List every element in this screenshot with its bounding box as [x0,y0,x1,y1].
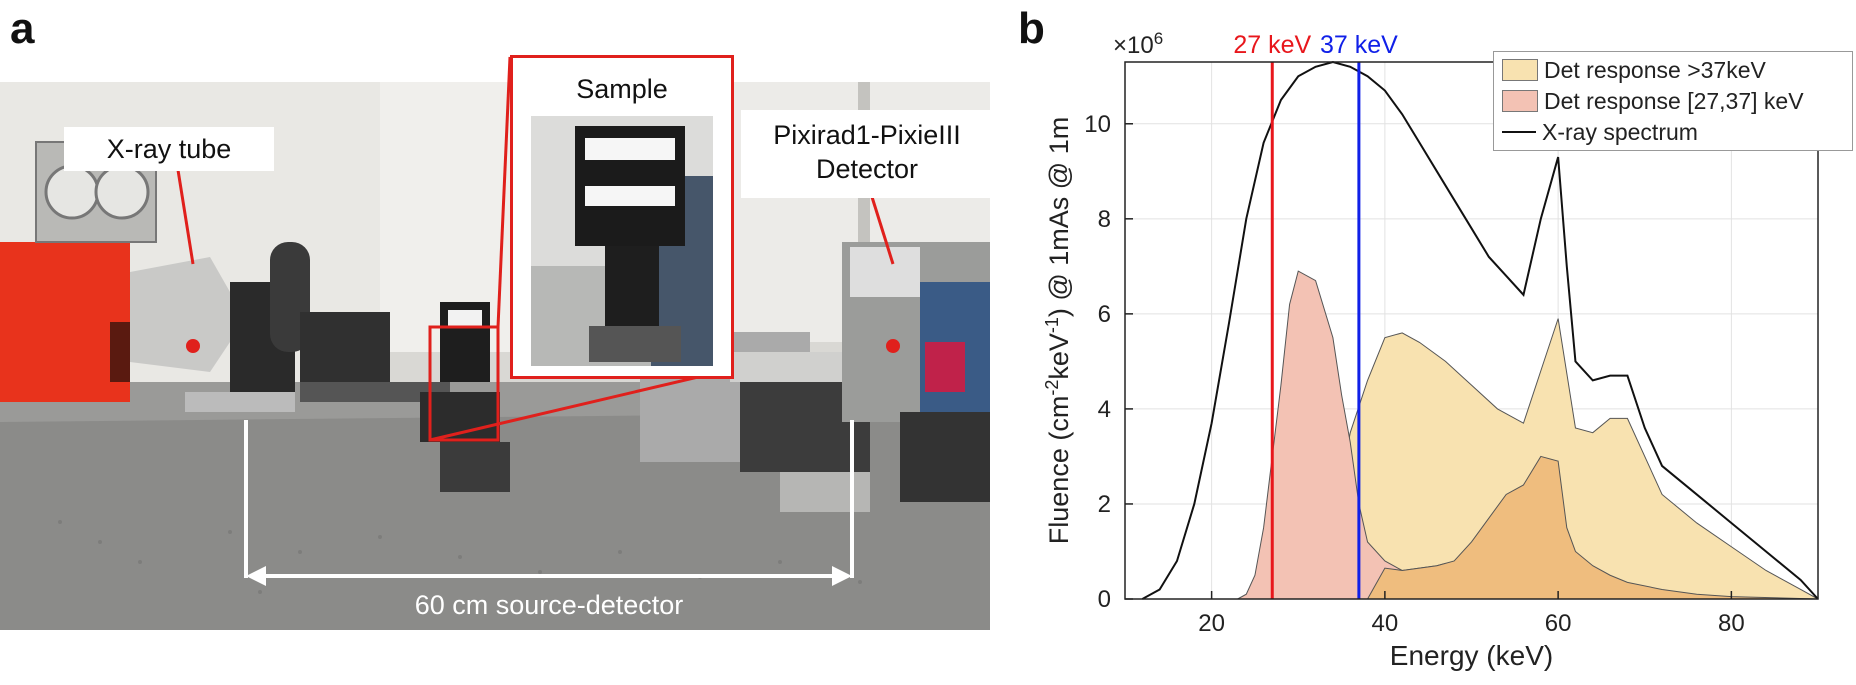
detector-label-line2: Detector [815,154,919,184]
detector-label-line1: Pixirad1-PixieIII [773,120,961,150]
panel-a: a [0,4,993,630]
detector-label: Pixirad1-PixieIII Detector [741,110,993,198]
panel-b: b [1010,0,1856,685]
legend-swatch-high [1502,59,1538,81]
legend-label-spectrum: X-ray spectrum [1542,118,1698,145]
distance-label: 60 cm source-detector [414,590,684,620]
legend-item-window: Det response [27,37] keV [1502,87,1804,115]
legend-item-spectrum: X-ray spectrum [1502,118,1698,146]
sample-label: Sample [576,74,668,104]
panel-a-overlay [176,56,895,586]
sample-inset: Sample [510,55,734,379]
panel-a-label: a [10,4,35,53]
sample-zoom-box [428,325,500,442]
chart-legend: Det response >37keV Det response [27,37]… [1493,51,1853,151]
legend-item-high: Det response >37keV [1502,56,1766,84]
xray-tube-label: X-ray tube [64,127,274,171]
panel-b-label: b [1018,4,1045,53]
legend-label-window: Det response [27,37] keV [1544,87,1804,114]
legend-swatch-spectrum [1502,131,1536,133]
legend-label-high: Det response >37keV [1544,56,1766,83]
sample-inset-photo [531,116,713,366]
legend-swatch-window [1502,90,1538,112]
